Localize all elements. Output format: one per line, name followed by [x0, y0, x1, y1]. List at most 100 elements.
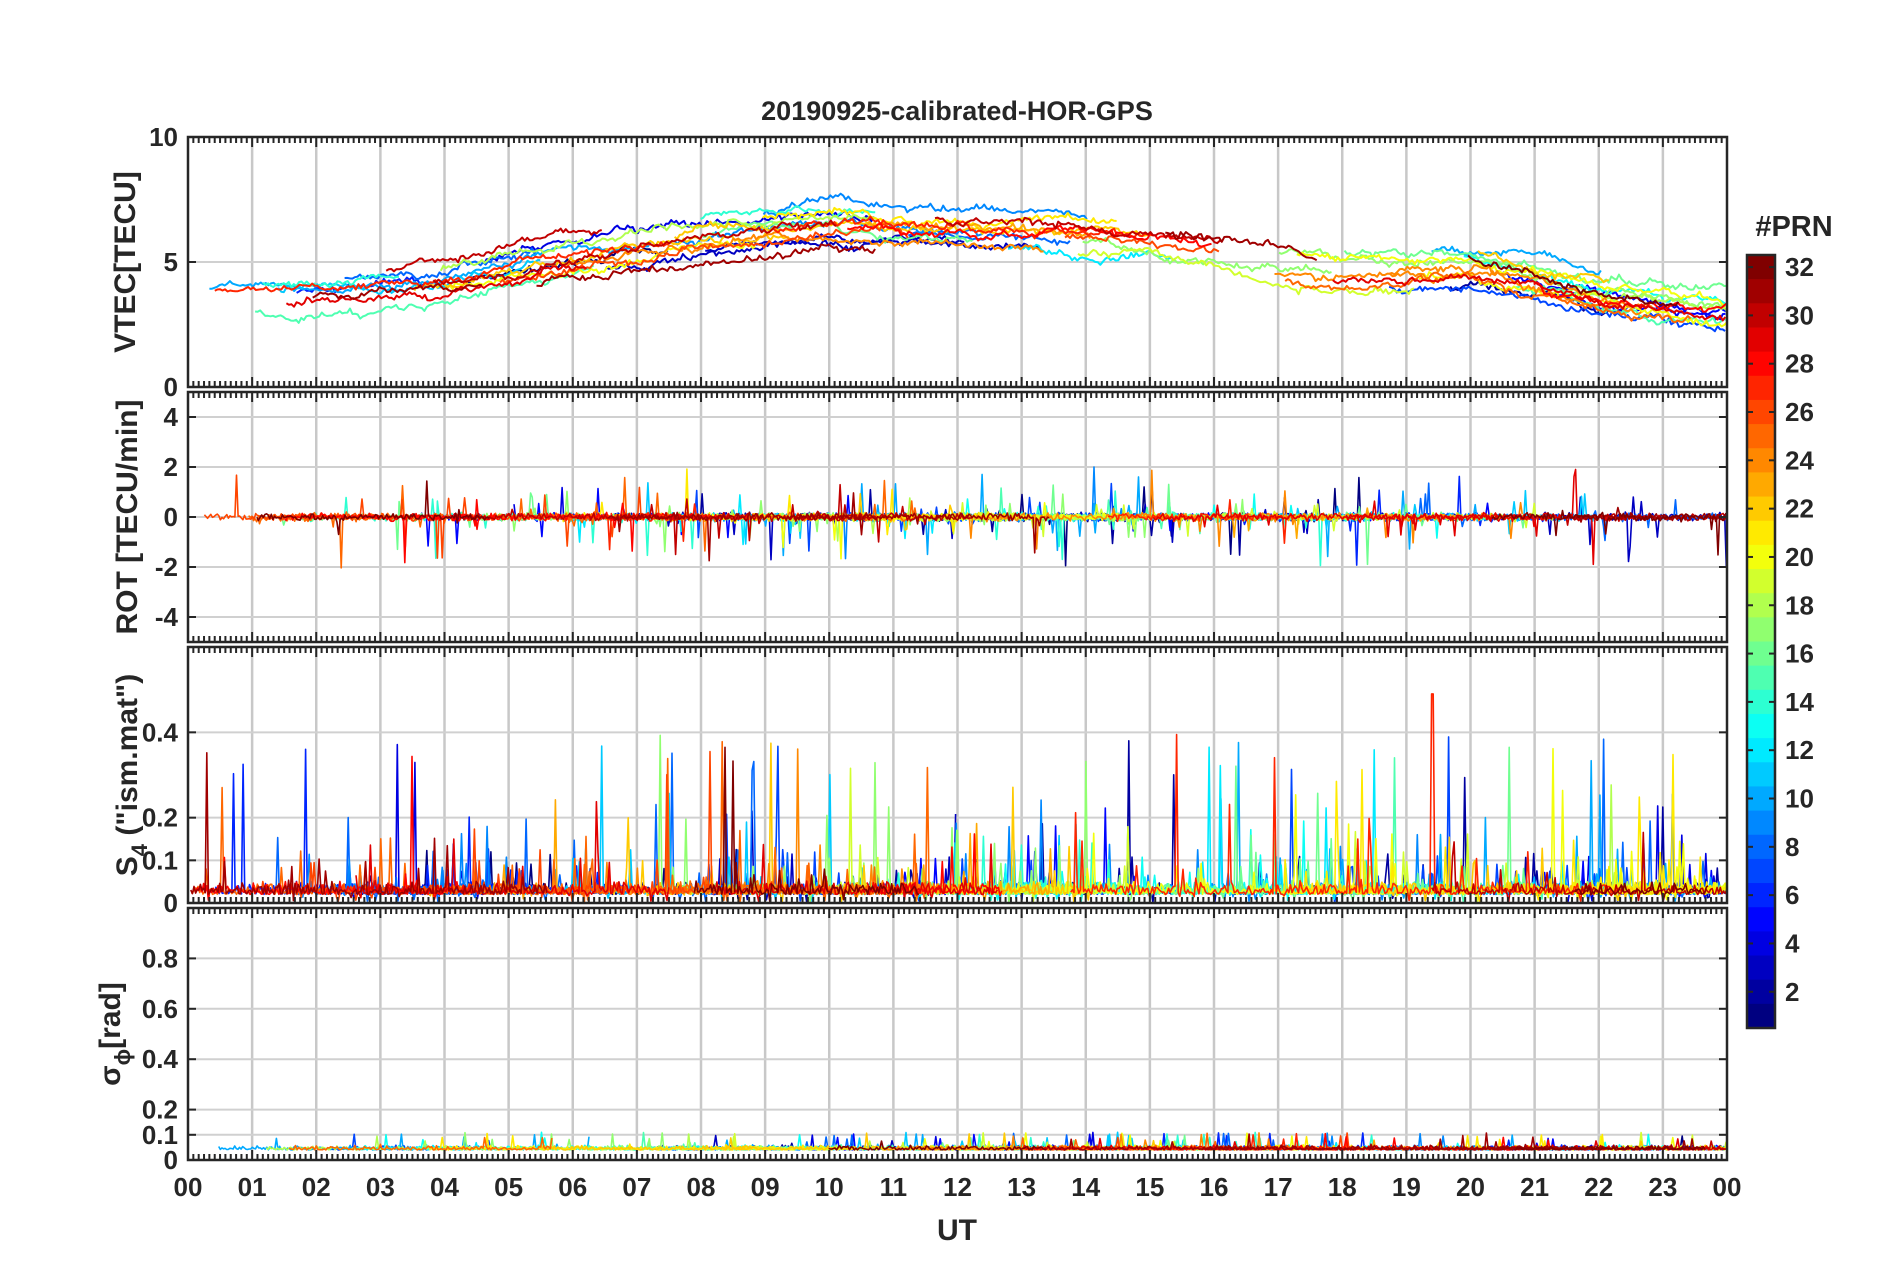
- colorbar-band: [1747, 569, 1775, 594]
- series-line-prn-22: [673, 220, 1152, 240]
- colorbar-tick-label: 26: [1785, 397, 1814, 427]
- series-line-prn-19: [1077, 247, 1415, 297]
- colorbar-band: [1747, 1003, 1775, 1029]
- series-line-prn-25: [257, 512, 395, 569]
- xtick-label: 16: [1200, 1172, 1229, 1202]
- ytick-label: 0: [164, 372, 178, 402]
- colorbar-tick-label: 12: [1785, 735, 1814, 765]
- ytick-label: 0: [164, 888, 178, 918]
- colorbar-tick-label: 4: [1785, 928, 1800, 958]
- xtick-label: 14: [1071, 1172, 1100, 1202]
- series-line-prn-29: [285, 264, 588, 308]
- colorbar-band: [1747, 472, 1775, 498]
- series-line-prn-31: [607, 492, 1050, 562]
- series-line-prn-14: [700, 205, 876, 220]
- s4-ylabel-sub: 4: [127, 843, 152, 856]
- xtick-label: 20: [1456, 1172, 1485, 1202]
- rot-ytick-labels: -4 -2 0 2 4: [155, 402, 179, 632]
- xtick-label: 17: [1264, 1172, 1293, 1202]
- rot-series: [203, 466, 1727, 569]
- colorbar-tick-label: 32: [1785, 252, 1814, 282]
- series-line-prn-17: [1082, 237, 1332, 274]
- xtick-label: 22: [1584, 1172, 1613, 1202]
- x-axis-label: UT: [937, 1214, 977, 1247]
- series-line-prn-28: [846, 222, 1212, 248]
- colorbar-band: [1747, 762, 1775, 788]
- xtick-label: 18: [1328, 1172, 1357, 1202]
- vtec-series: [209, 192, 1727, 333]
- colorbar-tick-label: 18: [1785, 590, 1814, 620]
- series-line-prn-27: [1107, 498, 1296, 545]
- series-line-prn-31: [1046, 1132, 1551, 1151]
- series-line-prn-14: [262, 273, 400, 289]
- s4-ticks: [187, 647, 1728, 904]
- colorbar-band: [1747, 617, 1775, 643]
- xtick-label: 09: [751, 1172, 780, 1202]
- series-line-prn-32: [1491, 509, 1727, 556]
- colorbar-band: [1747, 279, 1775, 304]
- xtick-label: 11: [880, 1172, 908, 1202]
- xtick-label: 01: [238, 1172, 267, 1202]
- series-line-prn-18: [1569, 285, 1727, 312]
- colorbar-tick-label: 20: [1785, 542, 1814, 572]
- ytick-label: 0.2: [142, 1095, 178, 1125]
- series-line-prn-32: [1574, 881, 1709, 903]
- s4-ylabel-main: S: [111, 856, 144, 876]
- series-line-prn-29: [355, 800, 670, 903]
- xtick-label: 05: [494, 1172, 523, 1202]
- colorbar-band: [1747, 810, 1775, 836]
- xtick-label: 08: [687, 1172, 716, 1202]
- s4-ylabel-tail: ("ism.mat"): [111, 674, 144, 844]
- ytick-label: 0.1: [142, 845, 178, 875]
- sigma-hgrid: [188, 957, 1727, 1136]
- colorbar-band: [1747, 375, 1775, 401]
- series-line-prn-28: [1533, 281, 1727, 313]
- colorbar-tick-label: 8: [1785, 832, 1799, 862]
- series-line-prn-30: [385, 227, 602, 273]
- colorbar-title: #PRN: [1755, 211, 1832, 243]
- series-line-prn-21: [761, 206, 1117, 231]
- xtick-label: 12: [943, 1172, 972, 1202]
- colorbar-tick-label: 2: [1785, 977, 1799, 1007]
- series-line-prn-29: [1152, 500, 1574, 537]
- ytick-label: 0.6: [142, 994, 178, 1024]
- xtick-label: 13: [1007, 1172, 1036, 1202]
- ytick-label: 0.4: [142, 1044, 179, 1074]
- panel-vtec: 0 5 10 VTEC[TECU]: [109, 122, 1729, 402]
- rot-ylabel: ROT [TECU/min]: [111, 400, 144, 635]
- colorbar-frame: [1745, 253, 1777, 1030]
- xtick-label: 23: [1648, 1172, 1677, 1202]
- series-line-prn-16: [1343, 248, 1727, 291]
- series-line-prn-9: [762, 192, 1088, 220]
- series-line-prn-29: [713, 843, 999, 903]
- s4-ytick-labels: 0 0.1 0.2 0.4: [142, 717, 179, 918]
- sigma-ylabel-main: σ: [94, 1065, 127, 1086]
- series-line-prn-17: [1278, 247, 1726, 308]
- series-line-prn-32: [1467, 254, 1680, 307]
- colorbar-band: [1747, 713, 1775, 739]
- colorbar-bands: [1747, 255, 1775, 1029]
- series-line-prn-30: [432, 219, 837, 285]
- xtick-label: 10: [815, 1172, 844, 1202]
- ytick-label: 0: [164, 1145, 178, 1175]
- xtick-label: 03: [366, 1172, 395, 1202]
- ytick-label: 0: [164, 502, 178, 532]
- sigma-grid: [250, 908, 1665, 1160]
- colorbar-tick-label: 6: [1785, 880, 1799, 910]
- ytick-label: 2: [164, 452, 178, 482]
- colorbar-band: [1747, 955, 1775, 981]
- xtick-label: 00: [174, 1172, 203, 1202]
- colorbar-band: [1747, 327, 1775, 353]
- xtick-label: 21: [1520, 1172, 1549, 1202]
- series-line-prn-3: [1522, 496, 1727, 568]
- series-line-prn-32: [828, 1140, 1047, 1151]
- panel-sigma-phi: 00.10.2 0.4 0.6 0.8 σϕ[rad]: [94, 906, 1729, 1175]
- vtec-ylabel: VTEC[TECU]: [109, 171, 142, 353]
- xtick-label: 07: [622, 1172, 651, 1202]
- ytick-label: 0.1: [142, 1120, 178, 1150]
- series-line-prn-25: [288, 1136, 553, 1151]
- colorbar-band: [1747, 520, 1775, 546]
- series-line-prn-22: [541, 1137, 751, 1151]
- series-line-prn-32: [1513, 1145, 1706, 1151]
